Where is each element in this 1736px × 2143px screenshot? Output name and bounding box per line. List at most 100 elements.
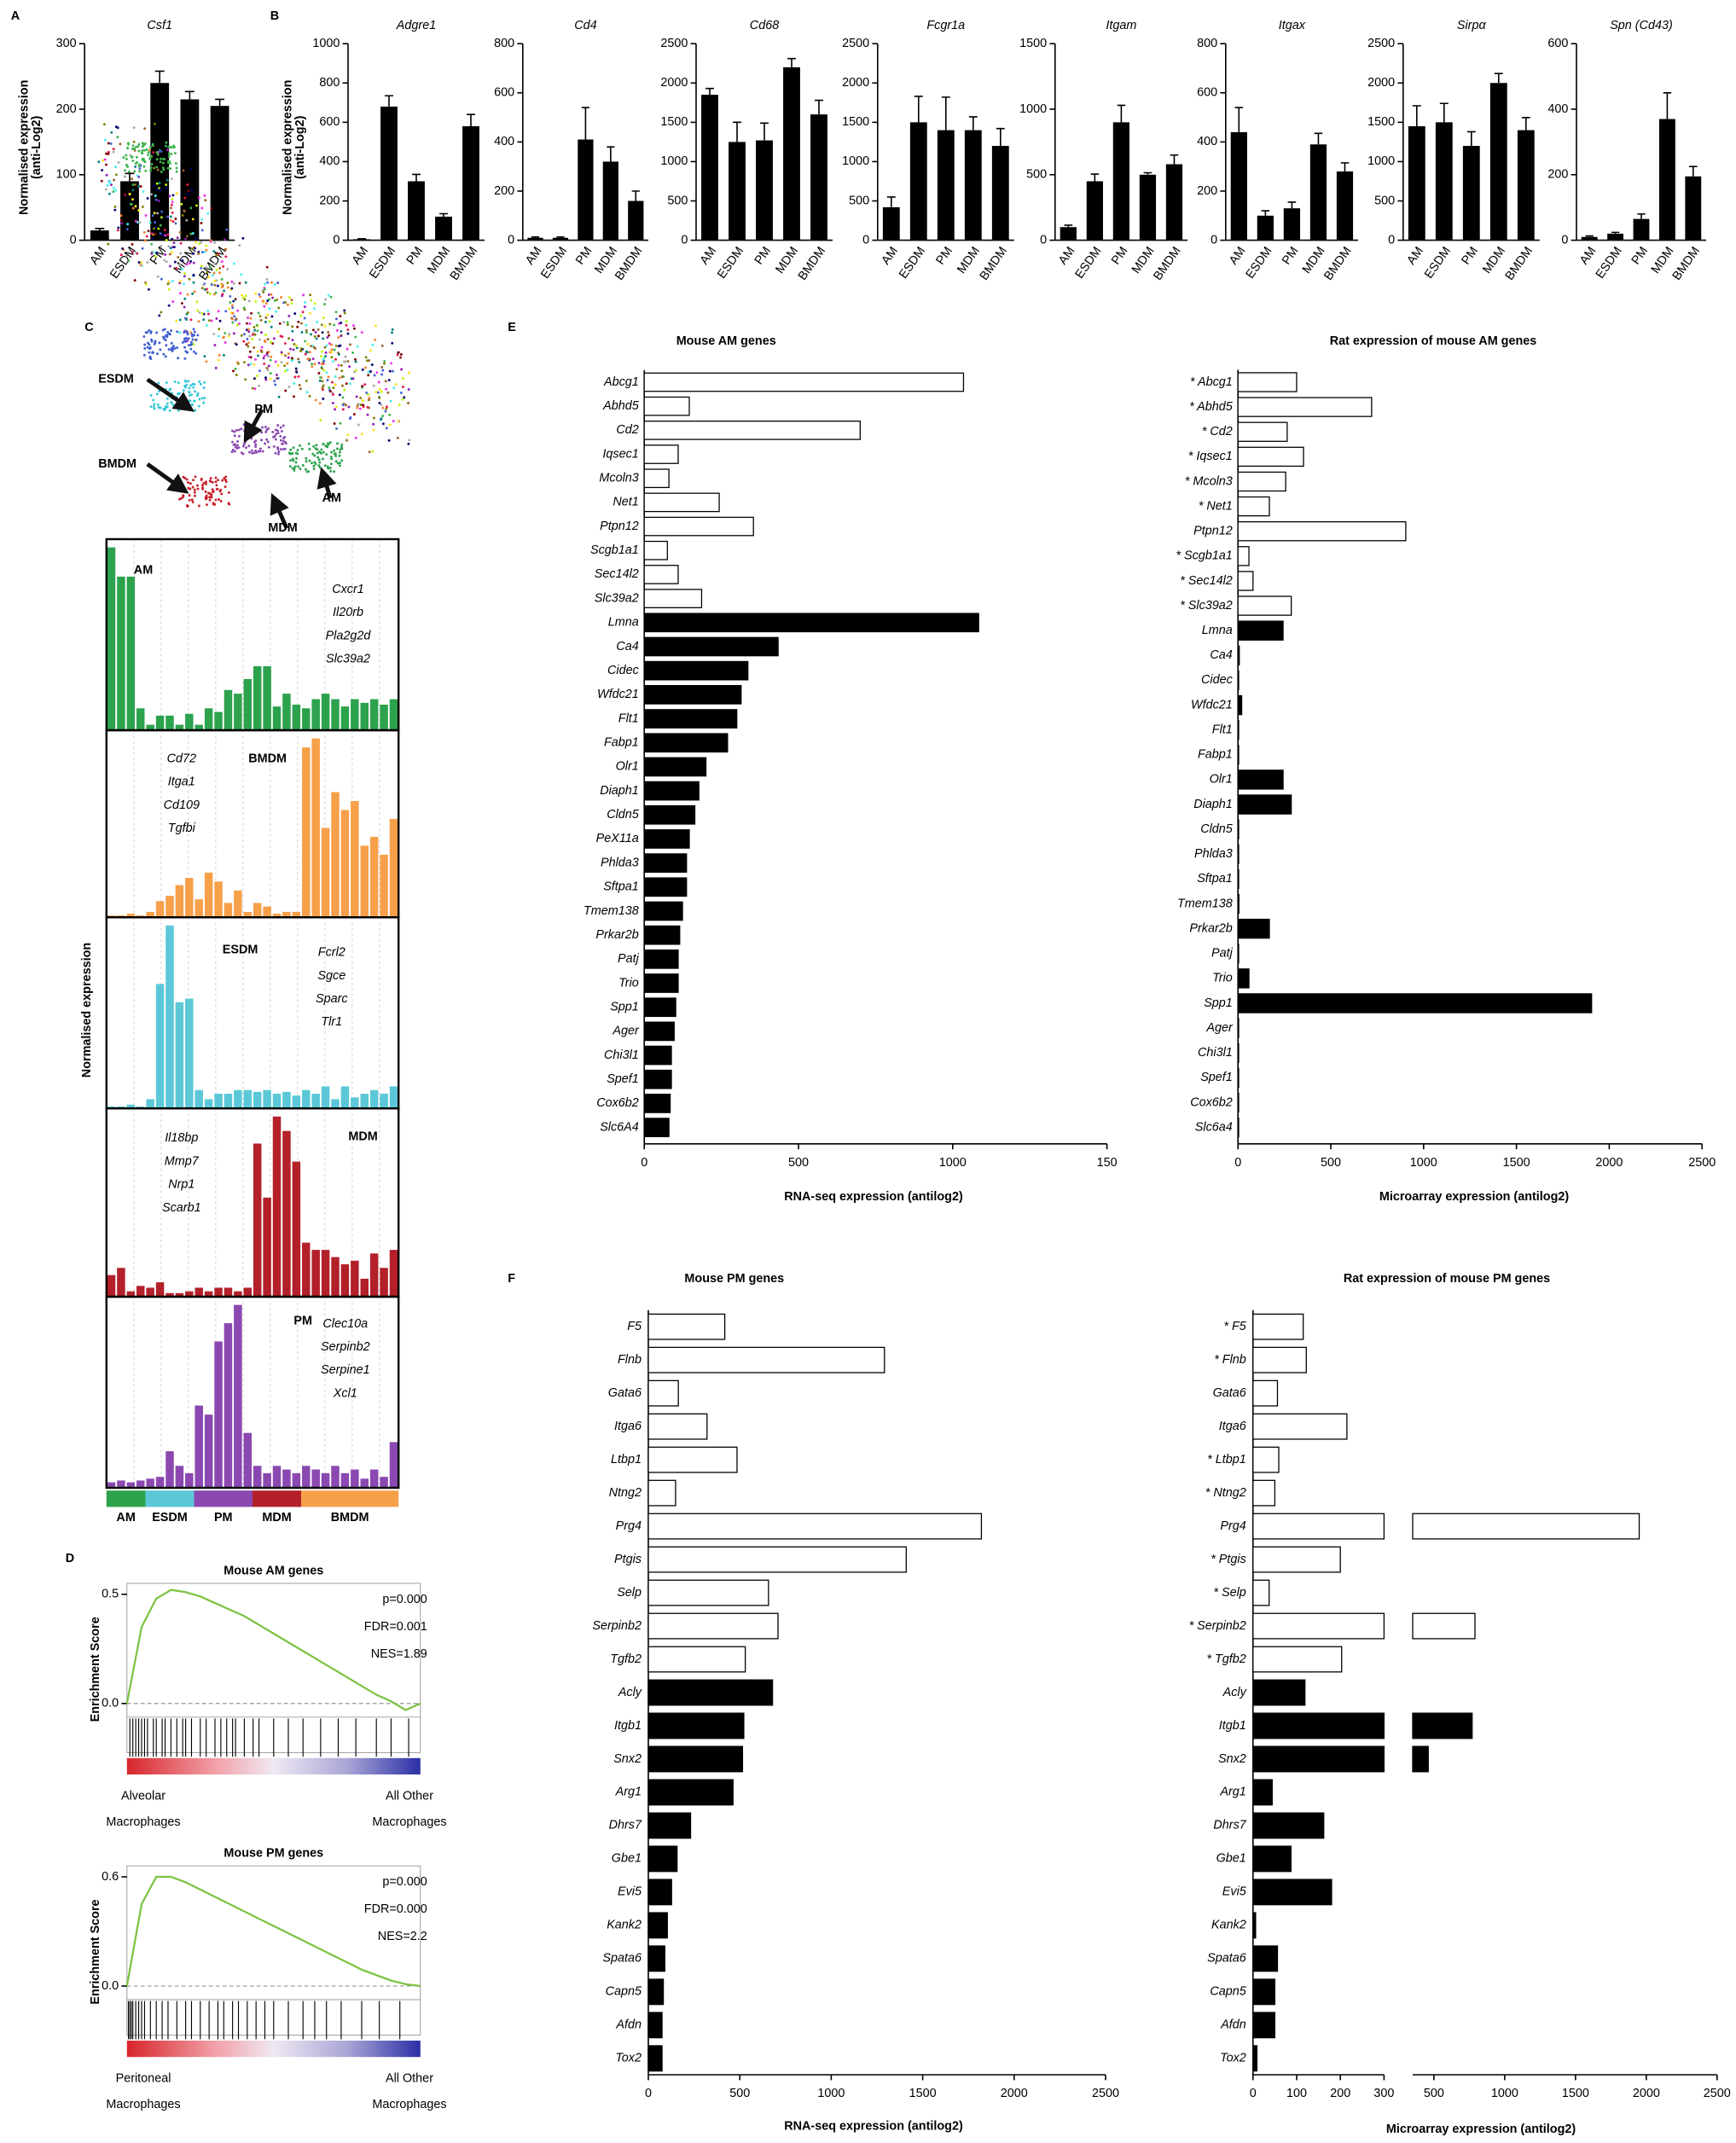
tsne-point xyxy=(330,351,334,354)
bar xyxy=(643,1069,672,1089)
tsne-point xyxy=(388,413,392,416)
bar xyxy=(204,1099,213,1109)
tsne-point xyxy=(135,145,138,148)
bar xyxy=(1237,694,1243,716)
gene-label: Kank2 xyxy=(607,1919,642,1932)
tsne-point xyxy=(217,310,220,313)
tsne-point xyxy=(131,183,135,187)
tsne-point xyxy=(192,274,195,277)
bar xyxy=(643,589,703,608)
tsne-point xyxy=(154,221,157,224)
tsne-point xyxy=(216,284,219,287)
tsne-point xyxy=(165,334,169,337)
tsne-point xyxy=(223,289,226,293)
tsne-point xyxy=(119,218,123,222)
tsne-point xyxy=(186,183,189,187)
tsne-point xyxy=(147,154,149,156)
gene-label: * Flnb xyxy=(1214,1353,1246,1367)
tsne-point xyxy=(294,451,298,455)
error-bar xyxy=(1314,132,1323,145)
bar xyxy=(1252,1978,1276,2006)
tsne-point xyxy=(208,265,212,269)
x-tick-label: BMDM xyxy=(1321,244,1354,282)
tsne-point xyxy=(247,444,251,448)
tsne-point xyxy=(335,447,339,450)
tsne-point xyxy=(334,357,337,361)
tsne-point xyxy=(221,293,224,296)
tsne-point xyxy=(230,450,234,454)
tsne-point xyxy=(247,328,250,331)
tsne-point xyxy=(164,355,167,358)
tsne-point xyxy=(169,167,172,171)
y-tick-label: 2500 xyxy=(660,37,688,50)
tsne-point xyxy=(334,383,337,386)
tsne-point xyxy=(372,384,375,387)
bar xyxy=(204,872,213,918)
tsne-point xyxy=(274,451,277,455)
x-tick-label: PM xyxy=(1629,244,1651,267)
tsne-point xyxy=(341,396,345,399)
tsne-point xyxy=(208,319,211,322)
tsne-point xyxy=(155,392,159,396)
tsne-point xyxy=(291,467,294,470)
error-bar xyxy=(914,96,923,123)
tsne-point xyxy=(209,492,212,496)
tsne-point xyxy=(223,353,225,357)
tsne-point xyxy=(168,409,171,412)
tsne-point xyxy=(276,376,280,380)
tsne-point xyxy=(211,480,214,484)
bar xyxy=(810,114,827,241)
tsne-point xyxy=(236,362,240,365)
tsne-point xyxy=(177,357,180,360)
gene-label: Cidec xyxy=(1201,673,1234,687)
tsne-point xyxy=(213,279,217,282)
tsne-point xyxy=(266,281,270,284)
bar xyxy=(1237,397,1373,417)
tsne-point xyxy=(135,155,138,159)
right-label: All Other xyxy=(386,1789,433,1803)
rank-gradient xyxy=(126,2041,421,2058)
tsne-point xyxy=(271,430,275,433)
bar xyxy=(643,757,707,777)
bar xyxy=(214,881,223,918)
gene-label: Il18bp xyxy=(165,1131,198,1145)
bar xyxy=(331,1257,340,1297)
tsne-point xyxy=(328,386,331,389)
tsne-point xyxy=(164,253,167,256)
tsne-point xyxy=(254,292,258,295)
tsne-point xyxy=(385,387,388,391)
y-tick-label: 1000 xyxy=(312,37,340,50)
tsne-point xyxy=(266,369,270,372)
tsne-point xyxy=(326,379,329,382)
tsne-point xyxy=(133,279,136,282)
bar xyxy=(311,699,320,730)
gene-label: Chi3l1 xyxy=(604,1048,639,1062)
tsne-point xyxy=(107,242,110,246)
tsne-point xyxy=(385,405,388,409)
tsne-point xyxy=(317,334,320,338)
tsne-point xyxy=(334,454,337,457)
bar xyxy=(1252,2012,1276,2039)
bar xyxy=(1252,1812,1325,1839)
tsne-point xyxy=(126,223,130,226)
bar xyxy=(408,181,425,241)
x-tick-label: AM xyxy=(87,244,108,267)
tsne-point xyxy=(281,335,284,339)
tsne-point xyxy=(266,338,270,341)
tsne-point xyxy=(307,442,311,445)
tsne-point xyxy=(190,393,193,397)
bar xyxy=(643,444,679,464)
group-label: ESDM xyxy=(152,1511,188,1524)
tsne-point xyxy=(305,328,308,332)
bar xyxy=(136,1480,145,1488)
cluster-label: PM xyxy=(254,403,273,416)
gene-label: Scarb1 xyxy=(162,1201,201,1215)
tsne-point xyxy=(188,386,191,390)
bar xyxy=(214,711,223,730)
bar xyxy=(107,547,116,730)
tsne-point xyxy=(257,354,259,357)
tsne-point xyxy=(231,317,234,321)
arrow xyxy=(146,462,189,494)
tsne-point xyxy=(335,368,339,371)
tsne-point xyxy=(305,468,307,471)
